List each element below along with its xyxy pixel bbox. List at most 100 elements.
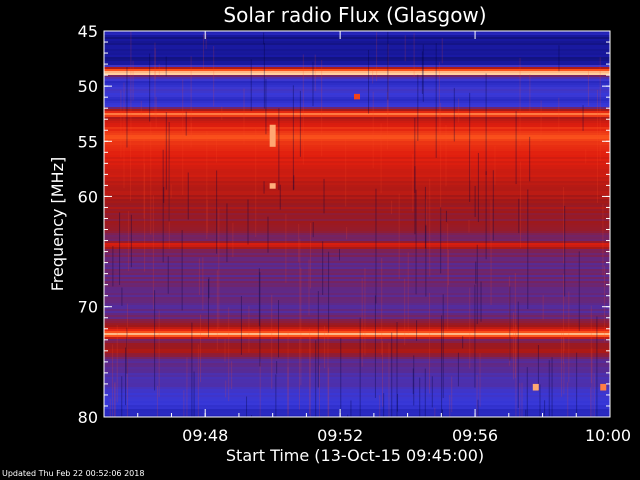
frequency-band bbox=[104, 295, 610, 298]
noise-streak bbox=[404, 278, 406, 346]
noise-streak bbox=[421, 51, 423, 94]
noise-streak bbox=[183, 390, 185, 417]
noise-streak bbox=[435, 43, 437, 158]
noise-streak bbox=[292, 85, 294, 191]
noise-streak bbox=[519, 57, 521, 146]
frequency-band bbox=[104, 51, 610, 54]
noise-streak bbox=[259, 272, 261, 367]
frequency-band bbox=[104, 241, 610, 244]
noise-streak bbox=[593, 373, 595, 417]
noise-streak bbox=[154, 42, 156, 118]
noise-streak bbox=[132, 60, 134, 101]
noise-streak bbox=[381, 258, 383, 355]
noise-streak bbox=[119, 212, 121, 286]
noise-streak bbox=[167, 256, 169, 294]
frequency-band bbox=[104, 37, 610, 40]
noise-streak bbox=[451, 376, 453, 413]
frequency-band bbox=[104, 253, 610, 256]
frequency-band bbox=[104, 63, 610, 66]
noise-streak bbox=[380, 123, 382, 194]
noise-streak bbox=[243, 88, 245, 145]
noise-streak bbox=[130, 31, 132, 135]
frequency-band bbox=[104, 375, 610, 378]
noise-streak bbox=[248, 305, 250, 353]
noise-streak bbox=[387, 44, 389, 116]
frequency-band bbox=[104, 373, 610, 376]
burst-mark bbox=[354, 93, 360, 100]
frequency-band bbox=[104, 407, 610, 410]
noise-streak bbox=[529, 74, 531, 112]
noise-streak bbox=[309, 328, 311, 414]
noise-streak bbox=[202, 33, 204, 70]
noise-streak bbox=[247, 199, 249, 245]
noise-streak bbox=[186, 357, 188, 417]
noise-streak bbox=[469, 92, 471, 202]
frequency-band bbox=[104, 299, 610, 302]
frequency-band bbox=[104, 247, 610, 250]
noise-streak bbox=[388, 342, 390, 417]
frequency-band bbox=[104, 161, 610, 164]
frequency-band bbox=[104, 269, 610, 272]
noise-streak bbox=[120, 90, 122, 158]
noise-streak bbox=[542, 295, 544, 320]
noise-streak bbox=[376, 32, 378, 82]
frequency-band bbox=[104, 61, 610, 64]
frequency-band bbox=[104, 257, 610, 260]
frequency-band bbox=[104, 279, 610, 282]
frequency-band bbox=[104, 81, 610, 84]
noise-streak bbox=[345, 137, 347, 207]
frequency-band bbox=[104, 351, 610, 354]
noise-streak bbox=[258, 268, 260, 326]
noise-streak bbox=[328, 251, 330, 333]
noise-streak bbox=[508, 276, 510, 366]
noise-streak bbox=[246, 396, 248, 417]
frequency-band bbox=[104, 307, 610, 310]
noise-streak bbox=[302, 54, 304, 165]
frequency-band bbox=[104, 219, 610, 222]
noise-streak bbox=[218, 208, 220, 329]
noise-streak bbox=[537, 345, 539, 392]
noise-streak bbox=[445, 210, 447, 222]
frequency-band bbox=[104, 57, 610, 60]
frequency-band bbox=[104, 177, 610, 180]
noise-streak bbox=[368, 49, 370, 114]
frequency-band bbox=[104, 391, 610, 394]
noise-streak bbox=[434, 407, 436, 417]
frequency-band bbox=[104, 287, 610, 290]
noise-streak bbox=[123, 82, 125, 189]
frequency-band bbox=[104, 335, 610, 338]
noise-streak bbox=[191, 322, 193, 417]
noise-streak bbox=[562, 274, 564, 364]
frequency-band bbox=[104, 207, 610, 210]
frequency-band bbox=[104, 347, 610, 350]
frequency-band bbox=[104, 129, 610, 132]
frequency-band bbox=[104, 309, 610, 312]
noise-streak bbox=[521, 382, 523, 417]
frequency-band bbox=[104, 393, 610, 396]
frequency-band bbox=[104, 59, 610, 62]
x-axis-label: Start Time (13-Oct-15 09:45:00) bbox=[226, 446, 484, 465]
frequency-band bbox=[104, 133, 610, 136]
noise-streak bbox=[447, 223, 449, 331]
frequency-band bbox=[104, 91, 610, 94]
noise-streak bbox=[299, 238, 301, 333]
noise-streak bbox=[445, 124, 447, 187]
frequency-band bbox=[104, 317, 610, 320]
noise-streak bbox=[591, 347, 593, 417]
frequency-band bbox=[104, 337, 610, 340]
frequency-band bbox=[104, 261, 610, 264]
noise-streak bbox=[375, 188, 377, 304]
frequency-band bbox=[104, 395, 610, 398]
frequency-band bbox=[104, 35, 610, 38]
noise-streak bbox=[515, 111, 517, 185]
frequency-band bbox=[104, 211, 610, 214]
noise-streak bbox=[474, 284, 476, 388]
frequency-band bbox=[104, 357, 610, 360]
noise-streak bbox=[514, 273, 516, 379]
noise-streak bbox=[386, 92, 388, 150]
x-tick-label: 09:52 bbox=[317, 426, 363, 445]
frequency-band bbox=[104, 313, 610, 316]
frequency-band bbox=[104, 363, 610, 366]
noise-streak bbox=[287, 367, 289, 417]
frequency-band bbox=[104, 201, 610, 204]
